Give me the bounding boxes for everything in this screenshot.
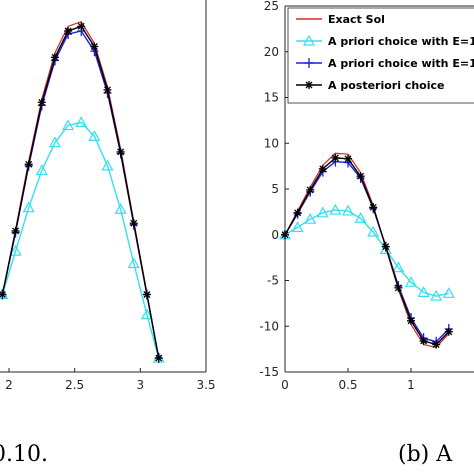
series-exact-line — [284, 152, 450, 348]
series-priori_a-point — [316, 206, 329, 218]
right-caption: (b) A — [398, 442, 453, 467]
series-priori_a-point — [291, 221, 304, 233]
series-posteriori-point — [24, 160, 33, 169]
series-posteriori-point — [344, 154, 352, 163]
x-tick-label: 3.5 — [196, 378, 215, 392]
series-priori_a-point — [114, 203, 127, 214]
legend-entry-posteriori: A posteriori choice — [296, 79, 444, 92]
series-posteriori-point — [432, 340, 441, 349]
series-posteriori-point — [293, 208, 302, 217]
left-chart-panel: 2 2.5 3 3.5 0.10. — [0, 0, 216, 467]
legend-swatch-marker — [305, 58, 313, 68]
series-priori_a-point — [404, 276, 418, 287]
series-posteriori-point — [142, 290, 151, 299]
legend-label: A priori choice with E=10 — [328, 35, 474, 48]
series-posteriori-line — [284, 157, 450, 346]
legend-entry-priori_b: A priori choice with E=10 — [296, 57, 474, 70]
series-posteriori-point — [11, 226, 20, 235]
left-x-ticks: 2 2.5 3 3.5 — [5, 368, 216, 392]
series-posteriori-line — [1, 25, 160, 359]
series-priori_a-point — [75, 116, 88, 128]
y-tick-label: -10 — [259, 319, 279, 333]
series-priori_a-point — [367, 225, 380, 237]
y-tick-label: 0 — [271, 228, 279, 242]
series-priori_a-point — [442, 287, 455, 298]
legend-entry-exact: Exact Sol — [296, 13, 385, 26]
series-priori_a-point — [417, 286, 430, 297]
series-posteriori-point — [381, 242, 390, 251]
series-priori_b-line — [1, 30, 160, 359]
right-plot-series — [278, 152, 455, 349]
y-tick-label: 25 — [264, 0, 279, 13]
series-posteriori-point — [356, 172, 365, 181]
series-posteriori-point — [318, 164, 327, 173]
series-priori_a-point — [9, 244, 22, 256]
series-priori_a-point — [140, 308, 153, 320]
series-priori_a-point — [48, 136, 61, 148]
y-tick-label: -15 — [259, 365, 279, 379]
series-posteriori-point — [369, 203, 378, 212]
series-priori_a-point — [329, 203, 342, 215]
series-posteriori-point — [129, 219, 138, 228]
left-caption: 0.10. — [0, 442, 48, 467]
series-posteriori-point — [394, 283, 403, 292]
legend-label: A priori choice with E=10 — [328, 57, 474, 70]
series-posteriori-point — [331, 153, 340, 162]
series-priori_a-point — [35, 164, 48, 176]
series-posteriori-point — [444, 327, 453, 336]
series-priori_a-point — [127, 257, 140, 269]
series-priori_a-point — [392, 261, 405, 273]
y-tick-label: -5 — [267, 274, 279, 288]
x-tick-label: 0.5 — [338, 378, 357, 392]
left-plot-series — [0, 20, 165, 364]
legend-label: A posteriori choice — [328, 79, 444, 92]
legend-box — [287, 7, 474, 104]
series-posteriori-point — [77, 22, 86, 31]
y-tick-label: 5 — [271, 182, 279, 196]
series-posteriori-point — [64, 27, 73, 35]
series-priori_a-point — [304, 212, 317, 224]
right-chart-panel: 0 0.5 1 -15 -10 -5 0 5 10 15 20 25 Exact Sol A prior… — [259, 0, 474, 467]
series-priori_a-point — [354, 212, 367, 223]
y-tick-label: 20 — [264, 45, 279, 59]
legend-swatch-marker — [302, 34, 316, 46]
series-priori_a-point — [62, 119, 75, 131]
series-posteriori-point — [0, 290, 7, 299]
right-axis-ticks: 0 0.5 1 -15 -10 -5 0 5 10 15 20 25 — [259, 0, 414, 392]
series-posteriori-point — [37, 98, 46, 107]
x-tick-label: 3 — [137, 378, 145, 392]
series-exact-line — [1, 20, 160, 359]
x-tick-label: 2.5 — [65, 378, 84, 392]
series-posteriori-point — [419, 336, 428, 345]
series-priori_a-point — [88, 130, 101, 141]
y-tick-label: 10 — [264, 136, 279, 150]
series-posteriori-point — [116, 147, 125, 156]
series-priori_a-point — [430, 289, 443, 301]
series-posteriori-point — [90, 42, 99, 51]
x-tick-label: 1 — [407, 378, 415, 392]
x-tick-label: 2 — [5, 378, 13, 392]
legend-label: Exact Sol — [328, 13, 385, 26]
series-posteriori-point — [50, 53, 59, 62]
x-tick-label: 0 — [281, 378, 289, 392]
series-priori_a-point — [101, 159, 114, 171]
series-priori_a-line — [1, 121, 160, 359]
series-posteriori-point — [103, 85, 112, 94]
series-posteriori-point — [306, 185, 315, 194]
legend-swatch-marker — [305, 81, 313, 89]
y-tick-label: 15 — [264, 91, 279, 105]
series-posteriori-point — [154, 354, 163, 363]
legend: Exact Sol A priori choice with E=10 A prio… — [287, 7, 474, 104]
series-priori_a-point — [22, 201, 35, 213]
legend-entry-priori_a: A priori choice with E=10 — [296, 34, 474, 48]
series-priori_a-point — [341, 204, 355, 216]
series-posteriori-point — [407, 316, 415, 325]
